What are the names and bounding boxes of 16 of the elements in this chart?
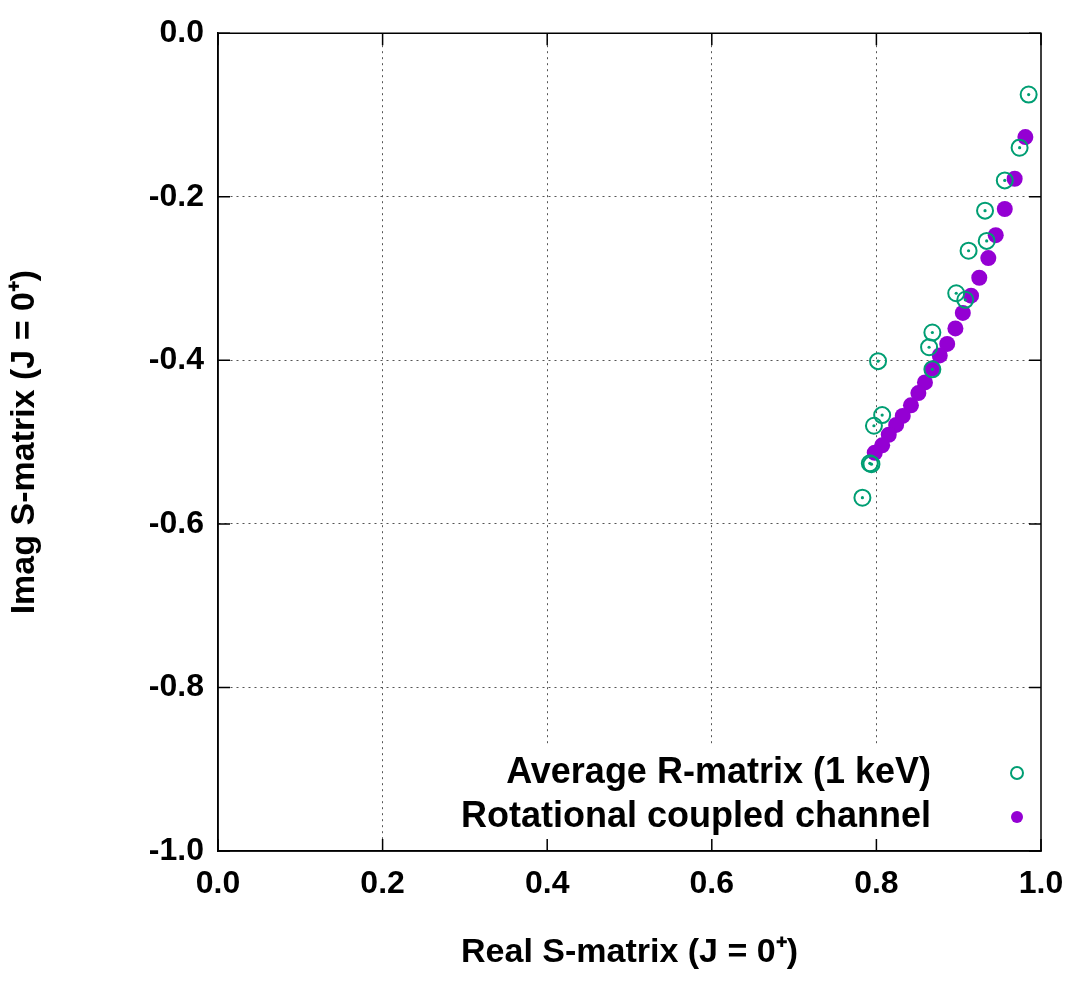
- legend-label: Rotational coupled channel: [460, 793, 931, 835]
- y-axis-title: Imag S-matrix (J = 0⁺): [2, 269, 41, 615]
- x-tick-label: 0.6: [689, 864, 735, 901]
- y-tick-label: -1.0: [148, 830, 204, 867]
- x-tick-label: 0.4: [524, 864, 570, 901]
- x-tick-label: 0.8: [854, 864, 899, 901]
- x-tick-label: 0.2: [360, 864, 405, 901]
- y-tick-label: -0.2: [148, 176, 204, 213]
- y-tick-label: -0.4: [148, 340, 205, 377]
- x-tick-label: 0.0: [195, 864, 241, 901]
- y-tick-label: -0.6: [148, 503, 204, 540]
- x-tick-label: 1.0: [1018, 864, 1064, 901]
- x-axis-title: Real S-matrix (J = 0⁺): [461, 930, 798, 969]
- legend-label: Average R-matrix (1 keV): [506, 749, 931, 791]
- y-tick-label: 0.0: [159, 13, 204, 50]
- y-tick-label: -0.8: [148, 667, 204, 704]
